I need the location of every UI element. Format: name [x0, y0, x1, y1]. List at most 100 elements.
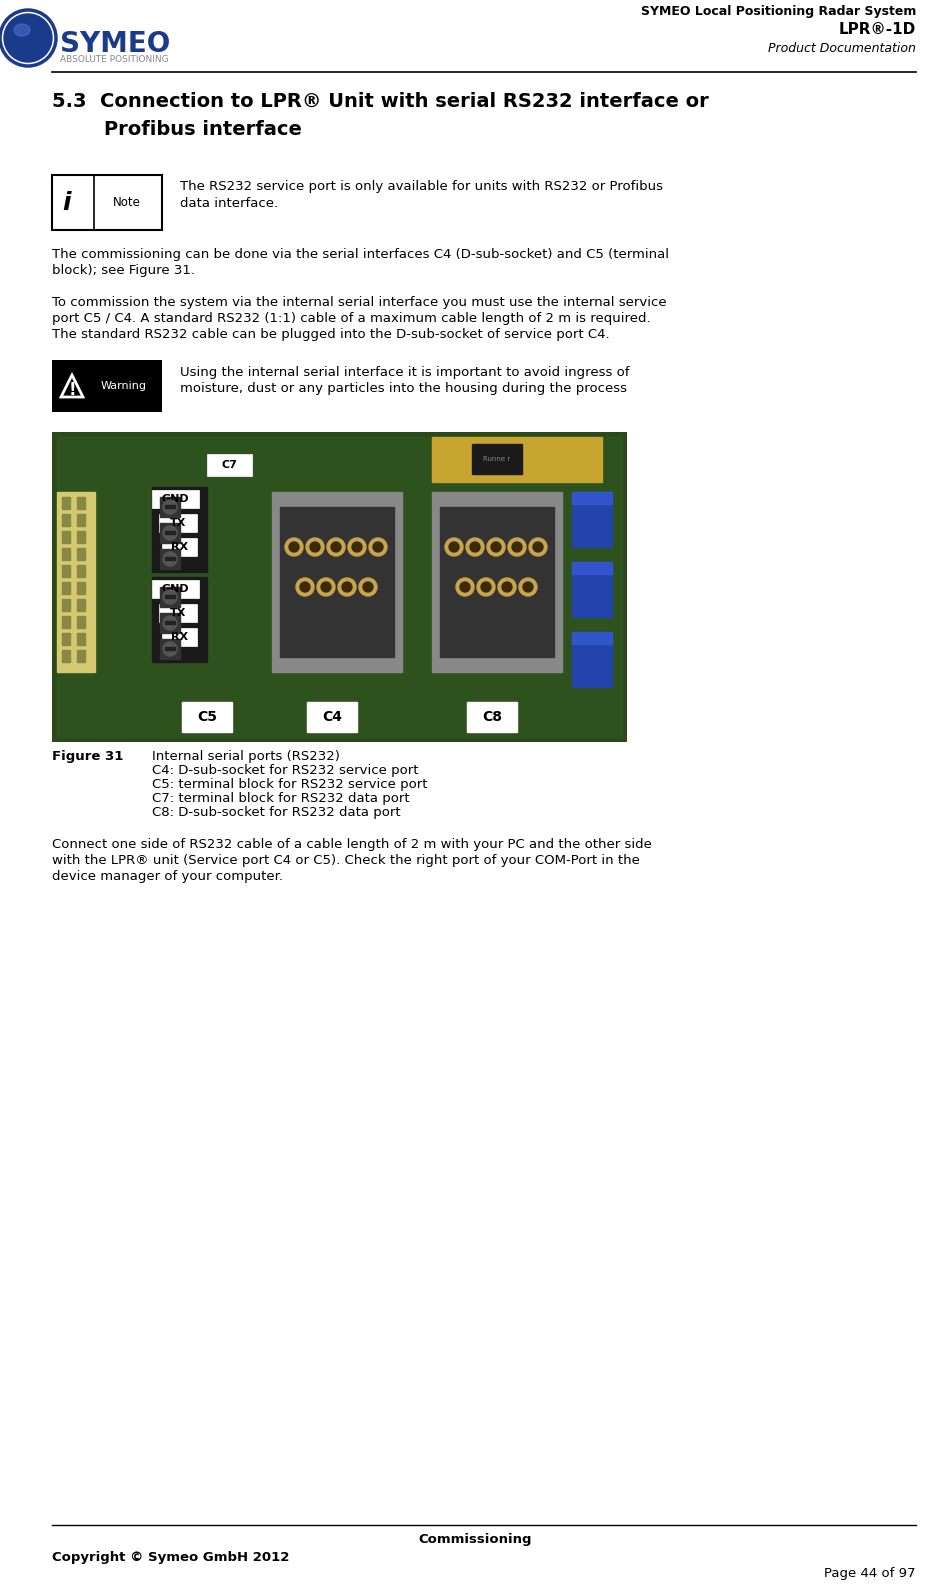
Bar: [62, 599, 70, 612]
Bar: [432, 492, 562, 672]
Text: port C5 / C4. A standard RS232 (1:1) cable of a maximum cable length of 2 m is r: port C5 / C4. A standard RS232 (1:1) cab…: [52, 312, 650, 325]
Circle shape: [300, 581, 310, 593]
Circle shape: [289, 542, 299, 553]
Text: Profibus interface: Profibus interface: [104, 119, 301, 139]
Bar: [62, 616, 70, 628]
Circle shape: [529, 538, 547, 556]
Circle shape: [498, 578, 516, 596]
Text: Warning: Warning: [101, 381, 147, 390]
Text: Note: Note: [113, 196, 141, 209]
Bar: [307, 703, 357, 733]
Circle shape: [523, 581, 533, 593]
Text: ABSOLUTE POSITIONING: ABSOLUTE POSITIONING: [60, 56, 168, 64]
Bar: [62, 632, 70, 645]
Bar: [165, 647, 175, 650]
Circle shape: [317, 578, 335, 596]
Circle shape: [352, 542, 362, 553]
Bar: [572, 492, 612, 546]
Bar: [572, 492, 612, 503]
Text: The standard RS232 cable can be plugged into the D-sub-socket of service port C4: The standard RS232 cable can be plugged …: [52, 328, 610, 341]
Ellipse shape: [14, 24, 30, 37]
Circle shape: [327, 538, 345, 556]
Bar: [432, 436, 602, 483]
Text: C8: D-sub-socket for RS232 data port: C8: D-sub-socket for RS232 data port: [152, 806, 400, 819]
Text: C4: D-sub-socket for RS232 service port: C4: D-sub-socket for RS232 service port: [152, 765, 418, 777]
Circle shape: [369, 538, 387, 556]
Bar: [152, 577, 207, 663]
Text: C4: C4: [322, 710, 342, 723]
Circle shape: [4, 14, 52, 62]
Bar: [57, 492, 95, 672]
Bar: [280, 507, 394, 656]
Circle shape: [306, 538, 324, 556]
Bar: [207, 454, 252, 476]
Bar: [77, 581, 85, 594]
Circle shape: [348, 538, 366, 556]
Bar: [62, 497, 70, 510]
Bar: [472, 444, 522, 475]
Bar: [160, 550, 180, 569]
Text: The commissioning can be done via the serial interfaces C4 (D-sub-socket) and C5: The commissioning can be done via the se…: [52, 249, 669, 261]
Circle shape: [163, 500, 177, 515]
Text: 5.3  Connection to LPR® Unit with serial RS232 interface or: 5.3 Connection to LPR® Unit with serial …: [52, 92, 708, 112]
Bar: [165, 621, 175, 624]
Circle shape: [163, 642, 177, 656]
Text: Copyright © Symeo GmbH 2012: Copyright © Symeo GmbH 2012: [52, 1552, 289, 1564]
Bar: [62, 650, 70, 663]
Bar: [160, 613, 180, 632]
Bar: [62, 548, 70, 561]
Circle shape: [363, 581, 373, 593]
Circle shape: [508, 538, 526, 556]
Text: C5: C5: [197, 710, 217, 723]
Bar: [62, 566, 70, 577]
Circle shape: [487, 538, 505, 556]
Bar: [77, 497, 85, 510]
Text: Internal serial ports (RS232): Internal serial ports (RS232): [152, 750, 340, 763]
Bar: [165, 505, 175, 508]
Bar: [165, 530, 175, 534]
Circle shape: [491, 542, 501, 553]
Bar: [572, 632, 612, 644]
Circle shape: [373, 542, 383, 553]
Circle shape: [477, 578, 495, 596]
Circle shape: [456, 578, 474, 596]
Bar: [162, 538, 197, 556]
Bar: [77, 530, 85, 543]
Circle shape: [466, 538, 484, 556]
Bar: [467, 703, 517, 733]
Bar: [52, 175, 162, 229]
Circle shape: [449, 542, 459, 553]
Bar: [572, 562, 612, 616]
Bar: [152, 491, 199, 508]
Circle shape: [460, 581, 470, 593]
Circle shape: [512, 542, 522, 553]
Text: block); see Figure 31.: block); see Figure 31.: [52, 264, 195, 277]
Bar: [77, 566, 85, 577]
Bar: [182, 703, 232, 733]
Bar: [160, 586, 180, 607]
Bar: [572, 632, 612, 687]
Circle shape: [285, 538, 303, 556]
Text: moisture, dust or any particles into the housing during the process: moisture, dust or any particles into the…: [180, 382, 627, 395]
Text: The RS232 service port is only available for units with RS232 or Profibus: The RS232 service port is only available…: [180, 180, 663, 193]
Text: SYMEO: SYMEO: [60, 30, 170, 57]
Text: TX: TX: [170, 609, 186, 618]
Text: To commission the system via the internal serial interface you must use the inte: To commission the system via the interna…: [52, 296, 667, 309]
Bar: [77, 548, 85, 561]
Circle shape: [310, 542, 320, 553]
Text: RX: RX: [171, 632, 188, 642]
Bar: [160, 639, 180, 660]
Circle shape: [445, 538, 463, 556]
Text: GND: GND: [162, 494, 189, 503]
Text: !: !: [68, 381, 76, 398]
Text: i: i: [63, 191, 71, 215]
Text: LPR®-1D: LPR®-1D: [839, 22, 916, 37]
Circle shape: [342, 581, 352, 593]
Text: data interface.: data interface.: [180, 198, 278, 210]
Circle shape: [481, 581, 491, 593]
Circle shape: [470, 542, 480, 553]
Bar: [159, 515, 197, 532]
Circle shape: [163, 589, 177, 604]
Text: Product Documentation: Product Documentation: [768, 41, 916, 56]
Circle shape: [321, 581, 331, 593]
